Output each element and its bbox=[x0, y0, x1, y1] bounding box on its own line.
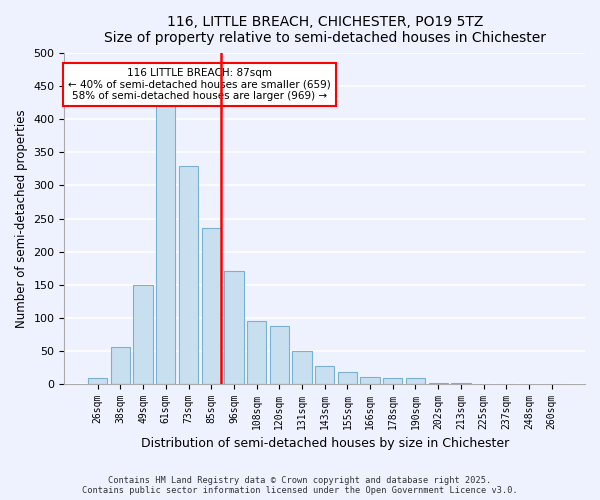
Bar bbox=[179, 166, 198, 384]
Bar bbox=[428, 383, 448, 384]
Bar bbox=[156, 106, 175, 384]
Bar bbox=[269, 326, 289, 384]
Bar bbox=[406, 378, 425, 384]
Bar bbox=[338, 372, 357, 384]
Text: Contains HM Land Registry data © Crown copyright and database right 2025.
Contai: Contains HM Land Registry data © Crown c… bbox=[82, 476, 518, 495]
Bar bbox=[292, 350, 311, 384]
Text: 116 LITTLE BREACH: 87sqm
← 40% of semi-detached houses are smaller (659)
58% of : 116 LITTLE BREACH: 87sqm ← 40% of semi-d… bbox=[68, 68, 331, 101]
Bar bbox=[224, 272, 244, 384]
X-axis label: Distribution of semi-detached houses by size in Chichester: Distribution of semi-detached houses by … bbox=[140, 437, 509, 450]
Title: 116, LITTLE BREACH, CHICHESTER, PO19 5TZ
Size of property relative to semi-detac: 116, LITTLE BREACH, CHICHESTER, PO19 5TZ… bbox=[104, 15, 546, 45]
Bar bbox=[361, 377, 380, 384]
Bar bbox=[247, 321, 266, 384]
Bar bbox=[133, 284, 153, 384]
Bar bbox=[202, 228, 221, 384]
Bar bbox=[383, 378, 403, 384]
Y-axis label: Number of semi-detached properties: Number of semi-detached properties bbox=[15, 109, 28, 328]
Bar bbox=[315, 366, 334, 384]
Bar bbox=[111, 348, 130, 384]
Bar bbox=[88, 378, 107, 384]
Bar bbox=[451, 383, 470, 384]
